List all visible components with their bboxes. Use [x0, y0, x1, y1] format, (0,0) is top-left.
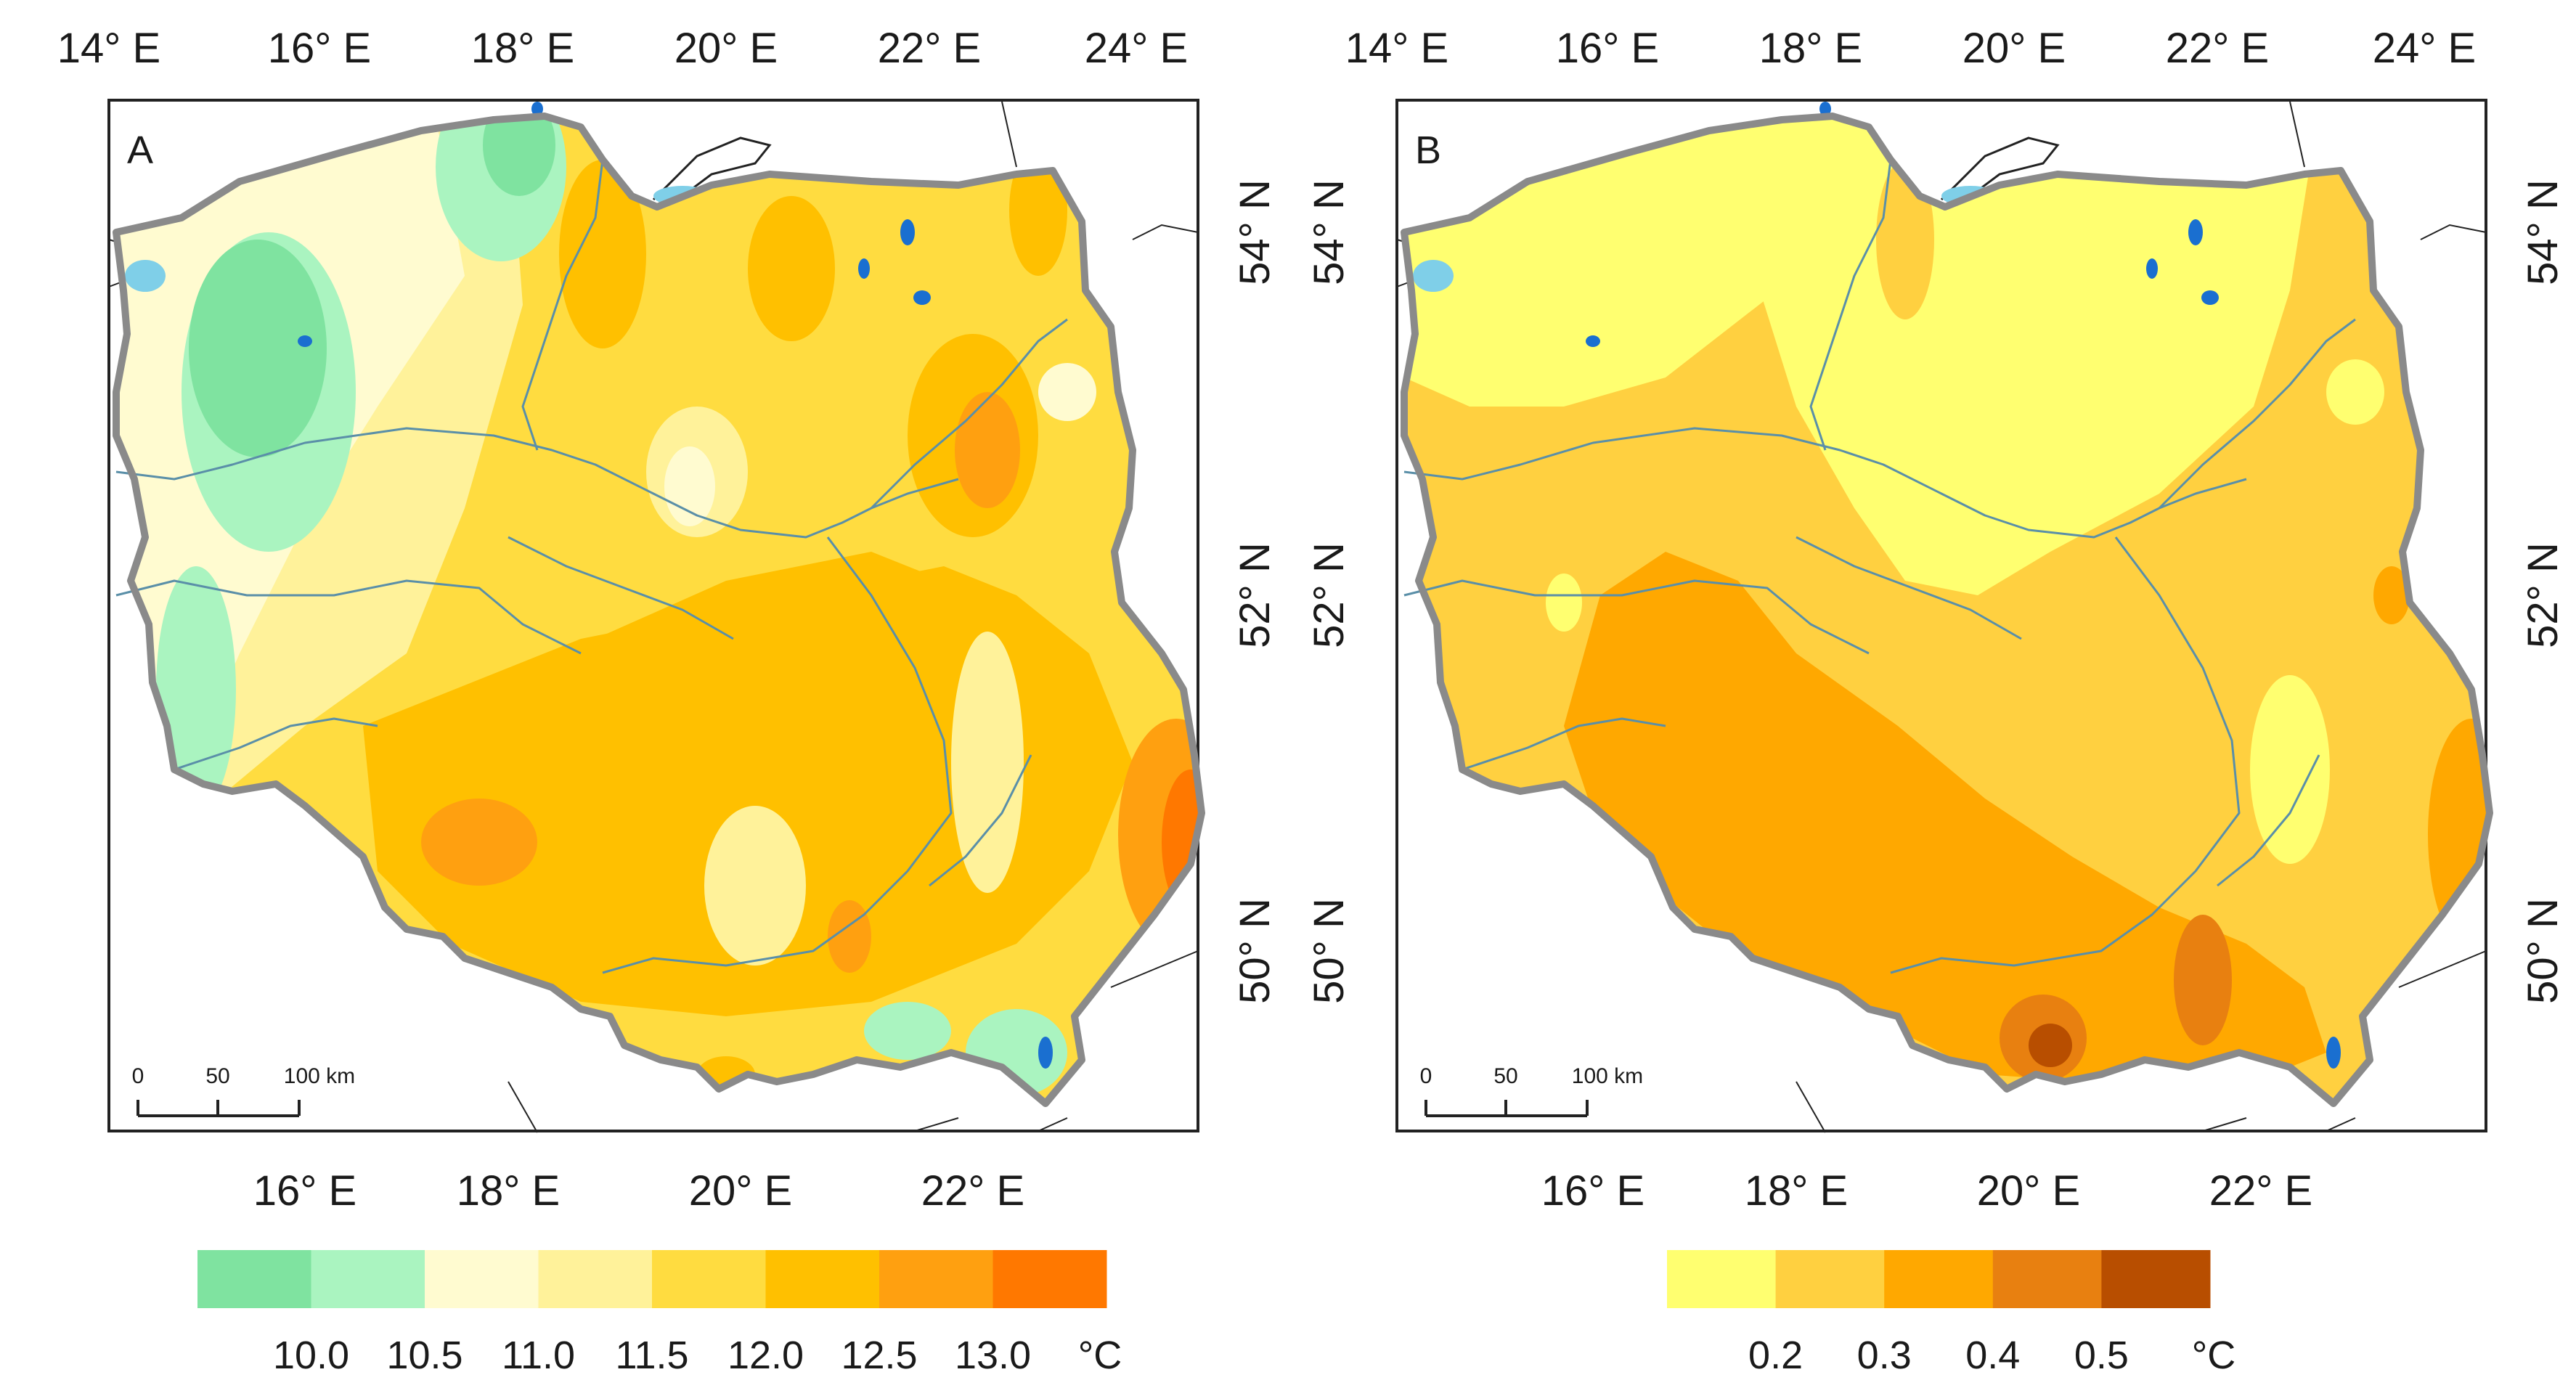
panel-b-bottom-tick: 20° E [1977, 1167, 2081, 1214]
panel-a-top-tick: 20° E [674, 25, 778, 72]
scale-label: 100 km [284, 1064, 355, 1088]
panel-b-top-tick: 24° E [2373, 25, 2477, 72]
legend-swatch [425, 1250, 539, 1308]
panel-b-lat-tick: 54° N [2519, 179, 2567, 285]
scale-label: 0 [1420, 1064, 1432, 1088]
legend-swatch [765, 1250, 880, 1308]
panel-b-lat-tick: 52° N [2519, 542, 2567, 648]
panel-a-legend-unit: °C [1078, 1334, 1122, 1377]
panel-a-bottom-tick: 22° E [921, 1167, 1025, 1214]
panel-b: 14° E 16° E 18° E 20° E 22° E 24° E [1305, 25, 2567, 1377]
panel-b-legend-unit: °C [2192, 1334, 2236, 1377]
panel-a-lat-tick: 50° N [1231, 898, 1279, 1004]
panel-b-top-tick: 16° E [1556, 25, 1660, 72]
legend-swatch [1884, 1250, 1994, 1308]
panel-a-top-tick: 18° E [471, 25, 575, 72]
panel-b-letter: B [1415, 128, 1441, 172]
scale-label: 50 [1493, 1064, 1517, 1088]
panel-a: 14° E 16° E 18° E 20° E 22° E 24° E [57, 25, 1279, 1377]
panel-a-rivers [115, 159, 1068, 974]
scale-label: 50 [205, 1064, 229, 1088]
legend-break-label: 11.5 [615, 1334, 688, 1377]
scale-label: 0 [132, 1064, 144, 1088]
panel-b-lat-tick: 50° N [2519, 898, 2567, 1004]
panel-b-rivers [1403, 159, 2356, 974]
panel-b-szczecin-lagoon [1413, 260, 1454, 292]
legend-break-label: 0.3 [1857, 1334, 1912, 1377]
panel-a-szczecin-lagoon [125, 260, 166, 292]
legend-swatch [1667, 1250, 1777, 1308]
legend-break-label: 10.0 [273, 1334, 349, 1377]
panel-a-bottom-tick: 16° E [253, 1167, 357, 1214]
legend-swatch [2101, 1250, 2211, 1308]
panel-a-lat-tick: 54° N [1231, 179, 1279, 285]
panel-b-scale-bar: 0 50 100 km [1420, 1064, 1643, 1117]
panel-a-letter: A [127, 128, 153, 172]
legend-swatch [538, 1250, 653, 1308]
panel-b-bottom-tick: 18° E [1745, 1167, 1849, 1214]
panel-b-legend: 0.2 0.3 0.4 0.5 [1667, 1250, 2211, 1377]
panel-b-left-lat-tick: 54° N [1305, 179, 1353, 285]
panel-b-top-tick: 14° E [1345, 25, 1449, 72]
panel-a-lat-tick: 52° N [1231, 542, 1279, 648]
panel-b-top-tick: 20° E [1962, 25, 2066, 72]
legend-break-label: 12.5 [841, 1334, 917, 1377]
panel-a-neighbour-border [508, 101, 1199, 1133]
legend-break-label: 12.0 [727, 1334, 804, 1377]
legend-break-label: 0.2 [1748, 1334, 1803, 1377]
legend-break-label: 13.0 [955, 1334, 1031, 1377]
panel-a-temperature-surface [116, 116, 1202, 1103]
legend-swatch [197, 1250, 311, 1308]
legend-break-label: 10.5 [386, 1334, 462, 1377]
panel-a-country-border [113, 113, 1205, 1107]
panel-b-bottom-tick: 22° E [2209, 1167, 2313, 1214]
legend-swatch [652, 1250, 766, 1308]
legend-swatch [1775, 1250, 1885, 1308]
panel-a-scale-bar: 0 50 100 km [132, 1064, 355, 1117]
legend-break-label: 0.4 [1965, 1334, 2020, 1377]
panel-a-bottom-tick: 20° E [689, 1167, 793, 1214]
panel-b-bottom-tick: 16° E [1541, 1167, 1645, 1214]
legend-swatch [1992, 1250, 2102, 1308]
panel-b-left-lat-tick: 52° N [1305, 542, 1353, 648]
panel-a-lakes [298, 102, 1053, 1069]
legend-swatch [993, 1250, 1107, 1308]
panel-a-bottom-tick: 18° E [457, 1167, 561, 1214]
legend-swatch [311, 1250, 425, 1308]
panel-a-top-tick: 16° E [268, 25, 372, 72]
panel-a-top-tick: 24° E [1085, 25, 1189, 72]
panel-b-neighbour-border [1796, 101, 2487, 1133]
scale-label: 100 km [1572, 1064, 1643, 1088]
legend-break-label: 0.5 [2074, 1334, 2129, 1377]
legend-swatch [879, 1250, 993, 1308]
panel-a-legend: 10.0 10.5 11.0 11.5 12.0 12.5 13.0 [197, 1250, 1107, 1377]
panel-b-left-lat-tick: 50° N [1305, 898, 1353, 1004]
panel-a-top-tick: 14° E [57, 25, 161, 72]
legend-break-label: 11.0 [502, 1334, 575, 1377]
panel-b-top-tick: 22° E [2166, 25, 2270, 72]
panel-a-top-tick: 22° E [878, 25, 982, 72]
panel-b-lakes [1586, 102, 2341, 1069]
panel-b-country-border [1401, 113, 2493, 1107]
panel-b-top-tick: 18° E [1759, 25, 1863, 72]
